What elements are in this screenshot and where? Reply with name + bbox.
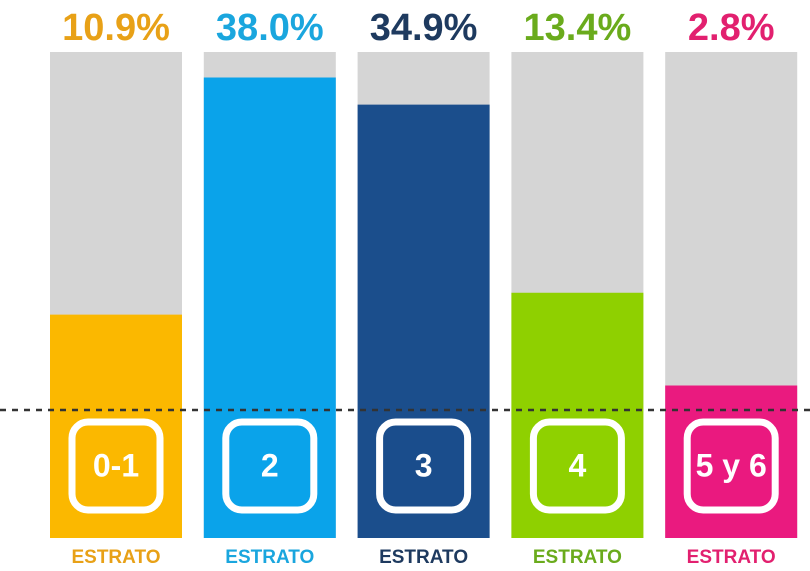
badge: [222, 418, 318, 514]
sublabel: ESTRATO: [71, 547, 160, 568]
category-label: 0-1: [93, 447, 139, 483]
category-label: 2: [261, 447, 279, 483]
value-label: 13.4%: [524, 7, 632, 49]
sublabel: ESTRATO: [533, 547, 622, 568]
sublabel: ESTRATO: [225, 547, 314, 568]
badge: [683, 418, 779, 514]
badge: [68, 418, 164, 514]
category-label: 5 y 6: [696, 447, 767, 483]
value-label: 10.9%: [62, 7, 170, 49]
badge: [529, 418, 625, 514]
category-label: 4: [569, 447, 587, 483]
category-label: 3: [415, 447, 433, 483]
sublabel: ESTRATO: [687, 547, 776, 568]
sublabel: ESTRATO: [379, 547, 468, 568]
value-label: 34.9%: [370, 7, 478, 49]
badge: [376, 418, 472, 514]
value-label: 38.0%: [216, 7, 324, 49]
value-label: 2.8%: [688, 7, 775, 49]
